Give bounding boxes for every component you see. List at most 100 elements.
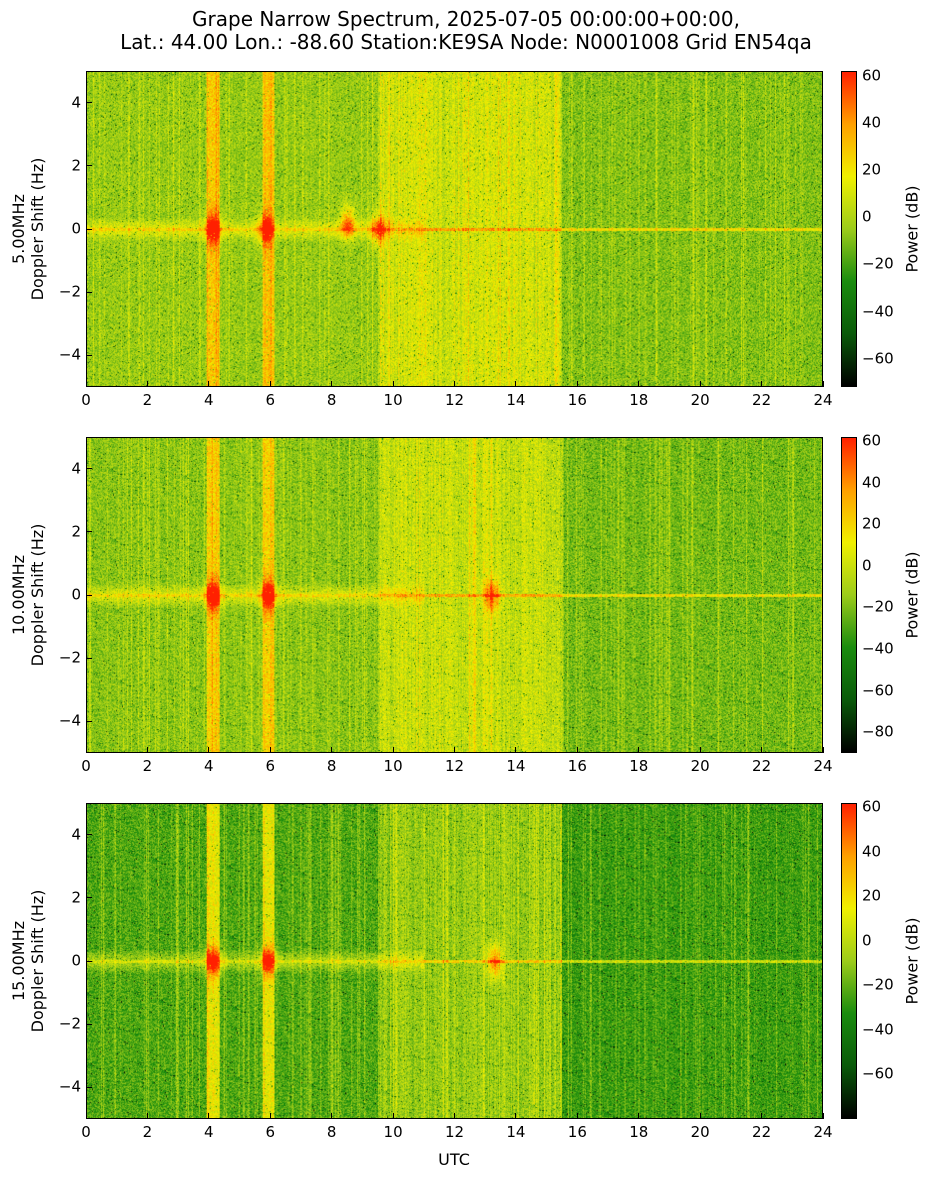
x-tick-label: 8 <box>326 757 337 775</box>
x-tick-label: 24 <box>813 757 833 775</box>
x-tick-label: 20 <box>690 391 710 409</box>
y-tick-mark <box>86 657 92 659</box>
y-axis-label: 15.00MHz Doppler Shift (Hz) <box>9 890 47 1033</box>
y-tick-mark <box>86 834 92 836</box>
y-tick-label: −4 <box>58 1077 81 1096</box>
colorbar-tick-label: 40 <box>862 113 882 132</box>
y-tick-label: 4 <box>71 93 81 112</box>
x-tick-mark <box>638 1113 640 1119</box>
x-tick-mark <box>515 747 517 753</box>
x-tick-label: 20 <box>690 1123 710 1141</box>
x-tick-mark <box>392 747 394 753</box>
y-tick-label: 4 <box>71 825 81 844</box>
colorbar-tick-label: −80 <box>862 722 894 741</box>
x-tick-label: 18 <box>629 391 649 409</box>
y-tick-label: 2 <box>71 888 81 907</box>
x-axis-label: UTC <box>438 1150 470 1169</box>
colorbar-tick-label: −60 <box>862 681 894 700</box>
y-tick-label: 0 <box>71 951 81 970</box>
x-tick-label: 6 <box>265 1123 276 1141</box>
x-tick-label: 8 <box>326 391 337 409</box>
x-tick-mark <box>822 381 824 387</box>
x-tick-mark <box>761 1113 763 1119</box>
y-tick-mark <box>86 1086 92 1088</box>
colorbar-tick-label: −40 <box>862 1020 894 1039</box>
colorbar-tick-label: −40 <box>862 302 894 321</box>
x-tick-label: 8 <box>326 1123 337 1141</box>
spectrogram-heatmap <box>87 804 822 1118</box>
x-tick-label: 2 <box>142 1123 153 1141</box>
colorbar <box>841 437 857 753</box>
x-tick-mark <box>761 747 763 753</box>
x-tick-label: 24 <box>813 1123 833 1141</box>
x-tick-label: 16 <box>567 757 587 775</box>
x-tick-mark <box>576 381 578 387</box>
x-tick-mark <box>699 1113 701 1119</box>
y-tick-label: −4 <box>58 711 81 730</box>
y-tick-label: 2 <box>71 156 81 175</box>
x-tick-label: 2 <box>142 391 153 409</box>
x-tick-label: 6 <box>265 391 276 409</box>
y-axis-label-line-2: Doppler Shift (Hz) <box>28 889 47 1033</box>
y-tick-mark <box>86 897 92 899</box>
x-tick-label: 14 <box>506 391 526 409</box>
x-tick-label: 14 <box>506 757 526 775</box>
spectrogram-heatmap <box>87 72 822 386</box>
y-tick-mark <box>86 531 92 533</box>
x-tick-label: 0 <box>81 757 91 775</box>
x-tick-mark <box>392 1113 394 1119</box>
x-tick-mark <box>699 747 701 753</box>
colorbar <box>841 71 857 387</box>
y-tick-mark <box>86 960 92 962</box>
x-tick-label: 12 <box>444 1123 465 1141</box>
x-tick-mark <box>822 1113 824 1119</box>
x-tick-label: 16 <box>567 1123 587 1141</box>
x-tick-mark <box>761 381 763 387</box>
x-tick-label: 0 <box>81 391 91 409</box>
x-tick-mark <box>822 747 824 753</box>
y-tick-label: 4 <box>71 459 81 478</box>
x-tick-mark <box>269 1113 271 1119</box>
colorbar-tick-label: −20 <box>862 597 894 616</box>
y-tick-mark <box>86 291 92 293</box>
x-tick-label: 10 <box>383 1123 403 1141</box>
colorbar-tick-label: 0 <box>862 207 872 226</box>
x-tick-mark <box>638 747 640 753</box>
colorbar-tick-label: 20 <box>862 886 882 905</box>
y-tick-mark <box>86 102 92 104</box>
y-tick-label: 0 <box>71 219 81 238</box>
colorbar-tick-label: −20 <box>862 975 894 994</box>
y-axis-label-line-2: Doppler Shift (Hz) <box>28 157 47 301</box>
x-tick-mark <box>576 1113 578 1119</box>
x-tick-mark <box>146 381 148 387</box>
colorbar-label: Power (dB) <box>902 917 922 1005</box>
y-axis-label-line-2: Doppler Shift (Hz) <box>28 523 47 667</box>
x-tick-label: 12 <box>444 391 465 409</box>
x-tick-mark <box>454 381 455 387</box>
colorbar-tick-label: 40 <box>862 473 882 492</box>
x-tick-label: 6 <box>265 757 276 775</box>
y-tick-label: −2 <box>58 1014 81 1033</box>
x-tick-mark <box>454 747 455 753</box>
x-tick-label: 0 <box>81 1123 91 1141</box>
y-axis-label-line-1: 10.00MHz <box>9 554 28 636</box>
x-tick-label: 14 <box>506 1123 526 1141</box>
x-tick-mark <box>576 747 578 753</box>
y-tick-mark <box>86 594 92 596</box>
x-tick-label: 22 <box>752 391 772 409</box>
x-tick-label: 22 <box>752 1123 772 1141</box>
x-tick-mark <box>146 1113 148 1119</box>
colorbar-tick-label: 60 <box>862 431 882 450</box>
chart-title-line-1: Grape Narrow Spectrum, 2025-07-05 00:00:… <box>192 7 740 31</box>
x-tick-label: 22 <box>752 757 772 775</box>
x-tick-mark <box>515 1113 517 1119</box>
y-tick-mark <box>86 720 92 722</box>
x-tick-mark <box>208 1113 210 1119</box>
x-tick-mark <box>146 747 148 753</box>
spectrogram-panel <box>86 71 823 387</box>
x-tick-label: 20 <box>690 757 710 775</box>
y-tick-label: 2 <box>71 522 81 541</box>
y-tick-mark <box>86 228 92 230</box>
y-axis-label: 5.00MHz Doppler Shift (Hz) <box>9 158 47 301</box>
colorbar-tick-label: 0 <box>862 931 872 950</box>
